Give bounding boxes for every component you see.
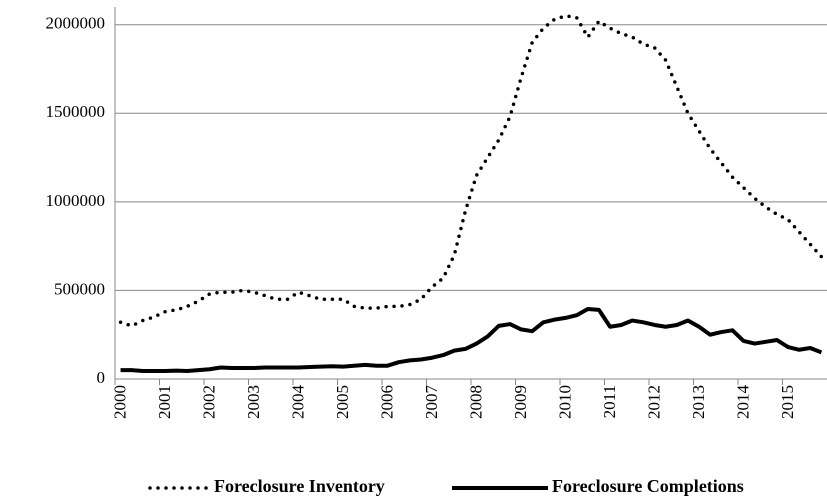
y-tick-label: 1500000 (46, 102, 106, 121)
x-tick-label: 2015 (778, 385, 797, 419)
series-line (118, 14, 824, 328)
x-tick-label: 2012 (645, 385, 664, 419)
x-tick-label: 2014 (734, 385, 753, 420)
legend-label: Foreclosure Inventory (214, 476, 385, 496)
x-tick-label: 2001 (155, 385, 174, 419)
x-tick-label: 2008 (467, 385, 486, 419)
x-tick-label: 2010 (556, 385, 575, 419)
y-tick-label: 1000000 (46, 191, 106, 210)
y-tick-label: 0 (97, 368, 106, 387)
x-tick-label: 2005 (333, 385, 352, 419)
x-tick-label: 2003 (244, 385, 263, 419)
series-line (120, 307, 823, 374)
x-tick-label: 2006 (378, 385, 397, 419)
x-tick-label: 2011 (600, 385, 619, 418)
x-tick-label: 2009 (511, 385, 530, 419)
x-tick-label: 2013 (689, 385, 708, 419)
x-tick-label: 2007 (422, 385, 441, 420)
x-tick-label: 2000 (111, 385, 130, 419)
legend-label: Foreclosure Completions (552, 476, 744, 496)
x-tick-label: 2004 (289, 385, 308, 420)
y-tick-label: 2000000 (46, 14, 106, 33)
y-tick-label: 500000 (54, 279, 105, 298)
x-tick-label: 2002 (200, 385, 219, 419)
